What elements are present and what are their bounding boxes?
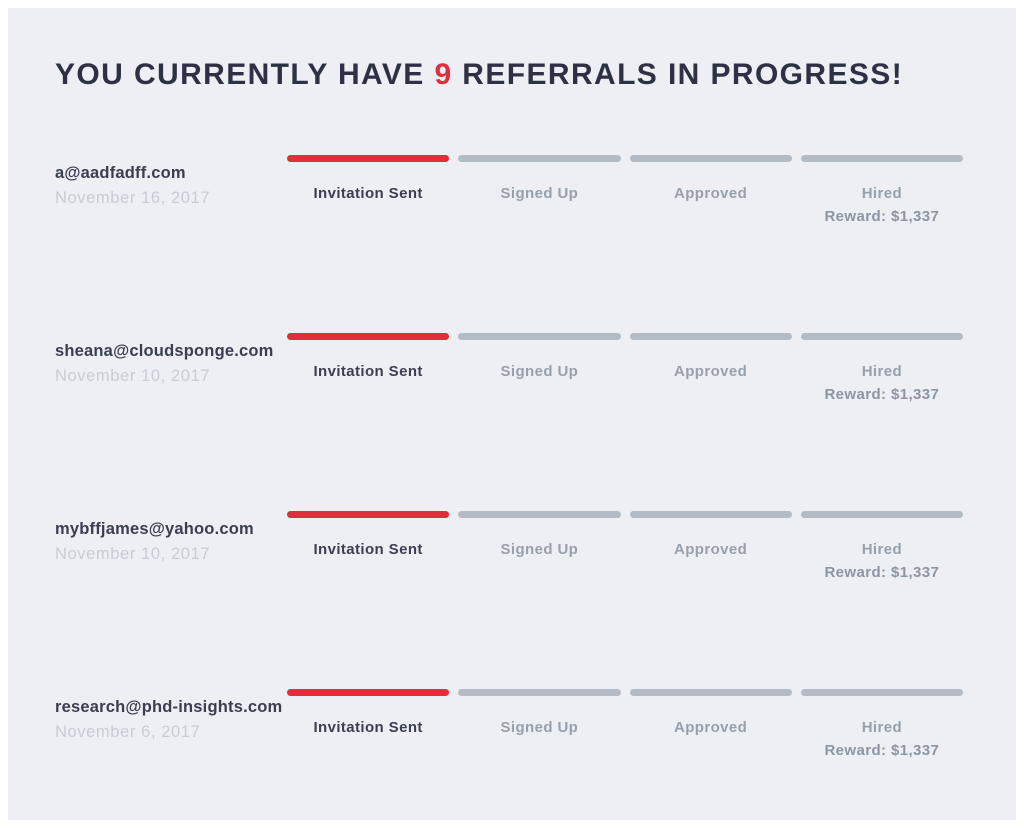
title-text-before: YOU CURRENTLY HAVE <box>55 58 435 91</box>
progress-tracker: Invitation Sent Signed Up Approved Hired… <box>287 333 963 403</box>
referral-email: sheana@cloudsponge.com <box>55 342 274 360</box>
progress-tracker: Invitation Sent Signed Up Approved Hired… <box>287 155 963 225</box>
referral-count: 9 <box>434 58 453 91</box>
step-approved: Approved <box>629 511 792 581</box>
step-bar <box>800 155 963 162</box>
step-approved: Approved <box>629 155 792 225</box>
reward-text: Reward: $1,337 <box>824 742 940 759</box>
referral-row: mybffjames@yahoo.com November 10, 2017 I… <box>55 511 963 689</box>
step-hired: Hired Reward: $1,337 <box>800 689 963 759</box>
step-label: Approved <box>674 363 748 380</box>
step-label: Approved <box>674 719 748 736</box>
step-bar <box>287 155 450 162</box>
referral-email: a@aadfadff.com <box>55 164 186 182</box>
referral-date: November 16, 2017 <box>55 189 211 207</box>
step-hired: Hired Reward: $1,337 <box>800 155 963 225</box>
step-bar <box>800 511 963 518</box>
step-bar <box>629 689 792 696</box>
step-signed-up: Signed Up <box>458 689 621 759</box>
step-bar <box>800 333 963 340</box>
step-invitation-sent: Invitation Sent <box>287 333 450 403</box>
progress-tracker: Invitation Sent Signed Up Approved Hired… <box>287 511 963 581</box>
step-bar <box>458 155 621 162</box>
step-label: Approved <box>674 185 748 202</box>
step-bar <box>458 511 621 518</box>
step-invitation-sent: Invitation Sent <box>287 511 450 581</box>
reward-text: Reward: $1,337 <box>824 564 940 581</box>
referral-info: mybffjames@yahoo.com November 10, 2017 <box>55 511 287 564</box>
referral-email: mybffjames@yahoo.com <box>55 520 254 538</box>
step-bar <box>800 689 963 696</box>
step-invitation-sent: Invitation Sent <box>287 689 450 759</box>
step-hired: Hired Reward: $1,337 <box>800 511 963 581</box>
referral-date: November 6, 2017 <box>55 723 201 741</box>
step-bar <box>458 333 621 340</box>
step-label: Signed Up <box>500 719 579 736</box>
referrals-panel: YOU CURRENTLY HAVE 9 REFERRALS IN PROGRE… <box>8 8 1016 820</box>
title-text-after: REFERRALS IN PROGRESS! <box>452 58 904 91</box>
referral-row: a@aadfadff.com November 16, 2017 Invitat… <box>55 155 963 333</box>
step-label: Hired <box>861 541 903 558</box>
step-hired: Hired Reward: $1,337 <box>800 333 963 403</box>
step-signed-up: Signed Up <box>458 333 621 403</box>
step-bar <box>629 511 792 518</box>
step-invitation-sent: Invitation Sent <box>287 155 450 225</box>
step-approved: Approved <box>629 689 792 759</box>
step-bar <box>629 155 792 162</box>
referral-email: research@phd-insights.com <box>55 698 283 716</box>
step-label: Signed Up <box>500 185 579 202</box>
step-bar <box>287 333 450 340</box>
step-label: Hired <box>861 363 903 380</box>
step-label: Signed Up <box>500 363 579 380</box>
step-bar <box>629 333 792 340</box>
referral-list: a@aadfadff.com November 16, 2017 Invitat… <box>55 155 963 820</box>
step-label: Hired <box>861 719 903 736</box>
referral-info: research@phd-insights.com November 6, 20… <box>55 689 287 742</box>
reward-text: Reward: $1,337 <box>824 208 940 225</box>
step-label: Invitation Sent <box>313 541 423 558</box>
step-bar <box>287 511 450 518</box>
step-bar <box>287 689 450 696</box>
referral-info: a@aadfadff.com November 16, 2017 <box>55 155 287 208</box>
referral-row: sheana@cloudsponge.com November 10, 2017… <box>55 333 963 511</box>
step-signed-up: Signed Up <box>458 155 621 225</box>
referral-date: November 10, 2017 <box>55 367 211 385</box>
page-title: YOU CURRENTLY HAVE 9 REFERRALS IN PROGRE… <box>55 58 963 92</box>
step-label: Invitation Sent <box>313 719 423 736</box>
step-signed-up: Signed Up <box>458 511 621 581</box>
step-label: Approved <box>674 541 748 558</box>
reward-text: Reward: $1,337 <box>824 386 940 403</box>
step-bar <box>458 689 621 696</box>
step-label: Signed Up <box>500 541 579 558</box>
referral-info: sheana@cloudsponge.com November 10, 2017 <box>55 333 287 386</box>
progress-tracker: Invitation Sent Signed Up Approved Hired… <box>287 689 963 759</box>
step-label: Invitation Sent <box>313 185 423 202</box>
referral-row: research@phd-insights.com November 6, 20… <box>55 689 963 820</box>
step-label: Hired <box>861 185 903 202</box>
referral-date: November 10, 2017 <box>55 545 211 563</box>
step-label: Invitation Sent <box>313 363 423 380</box>
step-approved: Approved <box>629 333 792 403</box>
